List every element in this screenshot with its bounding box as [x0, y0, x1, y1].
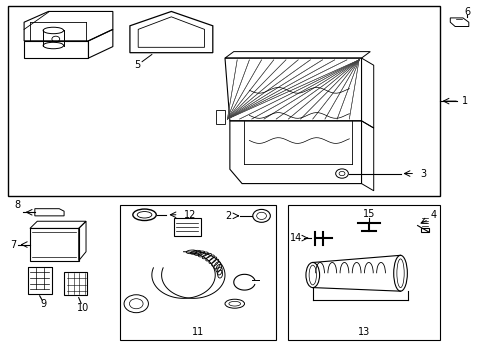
Bar — [288, 205, 439, 339]
Text: 8: 8 — [15, 200, 21, 210]
Bar — [8, 6, 439, 196]
Text: 4: 4 — [430, 210, 436, 220]
Text: 9: 9 — [41, 300, 46, 310]
Text: 13: 13 — [357, 327, 369, 337]
Bar — [173, 219, 200, 235]
Text: 2: 2 — [225, 211, 231, 221]
Text: 12: 12 — [183, 210, 196, 220]
Text: 6: 6 — [463, 7, 469, 17]
Text: 10: 10 — [76, 303, 88, 313]
Bar — [120, 205, 276, 339]
Bar — [64, 272, 87, 296]
Bar — [27, 267, 52, 294]
Text: 7: 7 — [10, 239, 16, 249]
Text: 14: 14 — [289, 233, 301, 243]
Text: 15: 15 — [362, 209, 374, 219]
Text: 1: 1 — [461, 96, 467, 106]
Text: 5: 5 — [134, 60, 140, 70]
Bar — [30, 228, 79, 261]
Bar — [420, 228, 428, 232]
Text: 11: 11 — [192, 327, 204, 337]
Text: 3: 3 — [419, 168, 426, 179]
